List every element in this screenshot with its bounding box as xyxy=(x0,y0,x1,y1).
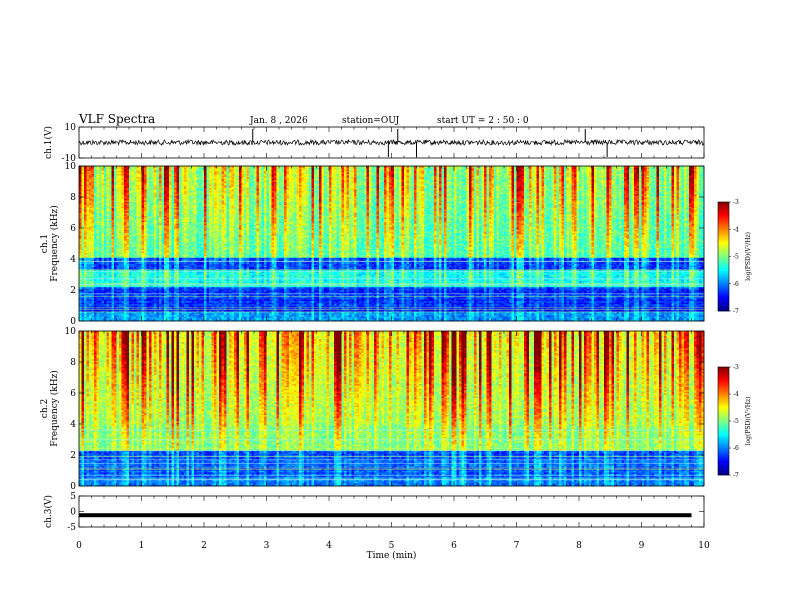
ch2-frequency-label: Frequency (kHz) xyxy=(49,370,60,447)
time-axis: 0 1 2 3 4 5 6 7 8 9 10 Time (min) xyxy=(76,541,710,561)
ch1-ytick-label: 10 xyxy=(65,123,77,133)
sp1-ytick-label: 0 xyxy=(70,317,76,327)
sp1-ytick-label: 10 xyxy=(65,162,77,172)
ch3-trace xyxy=(79,513,692,517)
date-label: Jan. 8 , 2026 xyxy=(249,116,308,126)
colorbar-tick-label: -4 xyxy=(733,226,739,233)
sp1-ytick-label: 2 xyxy=(70,286,76,296)
time-tick-label: 3 xyxy=(264,541,270,551)
colorbar-tick-label: -5 xyxy=(733,254,739,261)
sp1-ytick-label: 4 xyxy=(70,255,76,265)
time-tick-label: 8 xyxy=(576,541,582,551)
colorbar-tick-label: -6 xyxy=(733,445,739,452)
ch1-frequency-label: Frequency (kHz) xyxy=(49,205,60,282)
ch1-channel-label: ch.1 xyxy=(40,234,50,253)
sp2-ytick-label: 6 xyxy=(70,389,76,399)
time-tick-label: 4 xyxy=(326,541,332,551)
sp1-ytick-label: 6 xyxy=(70,224,76,234)
start-time-label: start UT = 2 : 50 : 0 xyxy=(437,116,529,126)
time-tick-label: 6 xyxy=(451,541,457,551)
ch3-ytick-label: 0 xyxy=(70,508,76,518)
colorbar-gradient xyxy=(718,367,729,475)
colorbar-tick-label: -3 xyxy=(733,364,739,371)
ch3-ytick-label: -5 xyxy=(67,523,76,533)
colorbar-tick-label: -6 xyxy=(733,281,739,288)
ch1-ylabel: ch.1(V) xyxy=(43,126,54,159)
ch1-trace xyxy=(79,140,704,145)
spectrogram-2-image xyxy=(79,331,704,486)
sp1-ytick-label: 8 xyxy=(70,193,76,203)
sp2-ytick-label: 0 xyxy=(70,482,76,492)
time-tick-label: 10 xyxy=(698,541,710,551)
sp2-ytick-label: 4 xyxy=(70,420,76,430)
sp2-ytick-label: 10 xyxy=(65,327,77,337)
time-tick-label: 7 xyxy=(514,541,520,551)
colorbar-label: log(PSD)(V²/Hz) xyxy=(745,397,752,446)
ch3-waveform-panel: 5 0 -5 ch.3(V) xyxy=(43,492,704,533)
ch3-ytick-label: 5 xyxy=(70,492,76,502)
colorbar-label: log(PSD)(V²/Hz) xyxy=(745,232,752,281)
sp2-ytick-label: 2 xyxy=(70,451,76,461)
ch2-channel-label: ch.2 xyxy=(40,399,50,418)
colorbar-tick-label: -7 xyxy=(733,308,739,315)
colorbar-tick-label: -3 xyxy=(733,199,739,206)
station-label: station=OUJ xyxy=(342,116,400,126)
time-tick-label: 1 xyxy=(139,541,145,551)
colorbar-gradient xyxy=(718,202,729,311)
colorbar-tick-label: -5 xyxy=(733,418,739,425)
colorbar-tick-label: -4 xyxy=(733,391,739,398)
time-tick-label: 0 xyxy=(76,541,82,551)
time-axis-label: Time (min) xyxy=(367,550,417,561)
figure-title: VLF Spectra xyxy=(78,112,155,126)
colorbar-tick-label: -7 xyxy=(733,472,739,479)
ch3-ylabel: ch.3(V) xyxy=(43,495,54,528)
spectrogram-1-image xyxy=(79,166,704,321)
ch2-colorbar: -3 -4 -5 -6 -7 log(PSD)(V²/Hz) xyxy=(718,364,752,479)
ch1-colorbar: -3 -4 -5 -6 -7 log(PSD)(V²/Hz) xyxy=(718,199,752,315)
sp2-ytick-label: 8 xyxy=(70,358,76,368)
ch2-spectrogram-panel: 0 2 4 6 8 10 ch.2 Frequency (kHz) xyxy=(40,327,704,492)
time-tick-label: 9 xyxy=(639,541,645,551)
time-tick-label: 2 xyxy=(201,541,207,551)
ch1-spectrogram-panel: 0 2 4 6 8 10 ch.1 Frequency (kHz) xyxy=(40,162,704,327)
time-tick-label: 5 xyxy=(389,541,395,551)
